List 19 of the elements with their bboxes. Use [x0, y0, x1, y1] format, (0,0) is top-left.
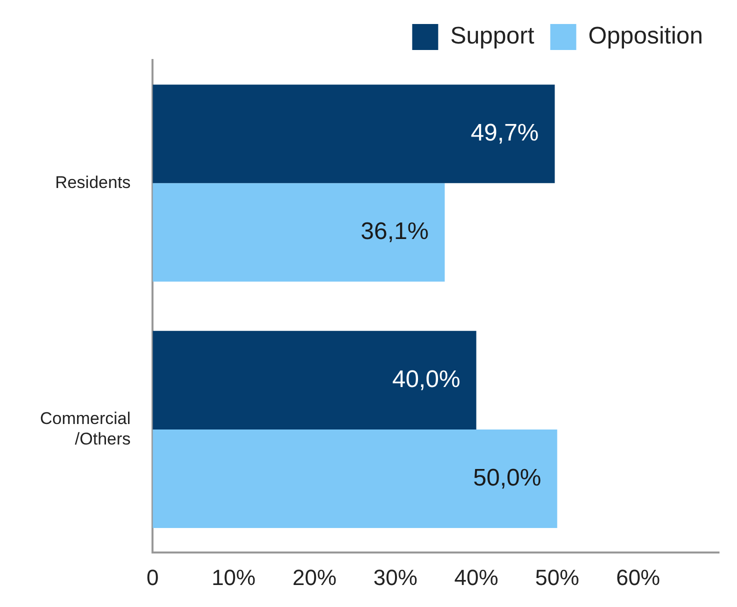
- bar: [152, 183, 445, 282]
- bar: [152, 84, 555, 184]
- x-tick-label: 30%: [373, 564, 418, 590]
- x-tick-label: 20%: [292, 564, 337, 590]
- y-tick-label: Commercial /Others: [40, 408, 131, 448]
- y-tick-label: Residents: [55, 172, 131, 192]
- legend-label: Support: [450, 22, 535, 50]
- x-tick-label: 60%: [616, 564, 660, 590]
- data-label: 40,0%: [392, 366, 460, 393]
- data-label: 49,7%: [470, 120, 539, 147]
- bar: [152, 429, 558, 528]
- x-tick-label: 40%: [454, 564, 498, 590]
- bar: [152, 330, 476, 430]
- x-tick-label: 10%: [212, 564, 256, 590]
- data-label: 36,1%: [360, 218, 429, 246]
- x-tick-label: 50%: [535, 564, 580, 590]
- data-label: 50,0%: [473, 464, 542, 492]
- x-tick-label: 0: [146, 564, 159, 590]
- legend-label: Opposition: [588, 22, 704, 50]
